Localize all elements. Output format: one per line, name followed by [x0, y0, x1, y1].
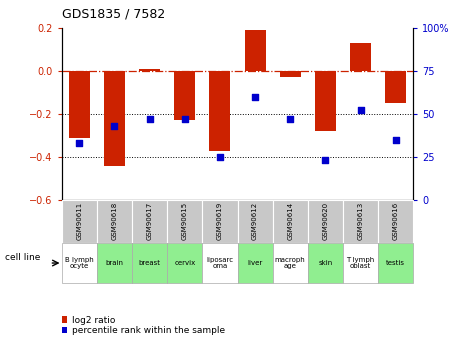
Point	[392, 137, 399, 142]
Bar	[202, 200, 238, 243]
Point	[322, 158, 329, 163]
Bar	[104, 71, 125, 166]
Text: GSM90613: GSM90613	[358, 202, 363, 240]
Text: testis: testis	[386, 260, 405, 266]
Bar	[97, 200, 132, 243]
Point	[251, 94, 259, 99]
Text: percentile rank within the sample: percentile rank within the sample	[72, 326, 225, 335]
Bar	[97, 243, 132, 283]
Bar	[378, 243, 413, 283]
Point	[146, 116, 153, 122]
Text: GSM90616: GSM90616	[393, 202, 399, 240]
Bar	[343, 243, 378, 283]
Bar	[167, 243, 202, 283]
Text: log2 ratio: log2 ratio	[72, 316, 115, 325]
Point	[181, 116, 189, 122]
Text: GSM90614: GSM90614	[287, 202, 293, 240]
Point	[76, 140, 83, 146]
Text: GSM90617: GSM90617	[147, 202, 152, 240]
Text: macroph
age: macroph age	[275, 257, 305, 269]
Bar	[315, 71, 336, 131]
Text: liposarc
oma: liposarc oma	[206, 257, 234, 269]
Text: liver: liver	[247, 260, 263, 266]
Bar	[132, 200, 167, 243]
Bar	[139, 69, 160, 71]
Text: GSM90618: GSM90618	[112, 202, 117, 240]
Text: GSM90615: GSM90615	[182, 202, 188, 240]
Text: GSM90620: GSM90620	[323, 202, 328, 240]
Text: cervix: cervix	[174, 260, 195, 266]
Text: skin: skin	[318, 260, 332, 266]
Bar	[238, 200, 273, 243]
Bar	[167, 200, 202, 243]
Point	[357, 108, 364, 113]
Bar	[378, 200, 413, 243]
Bar	[245, 30, 266, 71]
Bar	[343, 200, 378, 243]
Text: T lymph
oblast: T lymph oblast	[346, 257, 375, 269]
Text: GSM90612: GSM90612	[252, 202, 258, 240]
Bar	[308, 200, 343, 243]
Bar	[62, 243, 97, 283]
Bar	[280, 71, 301, 77]
Bar	[385, 71, 406, 103]
Bar	[202, 243, 238, 283]
Text: GDS1835 / 7582: GDS1835 / 7582	[62, 8, 165, 21]
Point	[286, 116, 294, 122]
Bar	[350, 43, 371, 71]
Bar	[273, 243, 308, 283]
Text: cell line: cell line	[5, 253, 40, 262]
Text: B lymph
ocyte: B lymph ocyte	[65, 257, 94, 269]
Bar	[273, 200, 308, 243]
Bar	[62, 200, 97, 243]
Text: GSM90619: GSM90619	[217, 202, 223, 240]
Bar	[174, 71, 195, 120]
Text: brain: brain	[105, 260, 124, 266]
Text: breast: breast	[139, 260, 161, 266]
Text: GSM90611: GSM90611	[76, 202, 82, 240]
Point	[216, 154, 224, 160]
Point	[111, 123, 118, 129]
Bar	[132, 243, 167, 283]
Bar	[238, 243, 273, 283]
Bar	[209, 71, 230, 150]
Bar	[69, 71, 90, 138]
Bar	[308, 243, 343, 283]
